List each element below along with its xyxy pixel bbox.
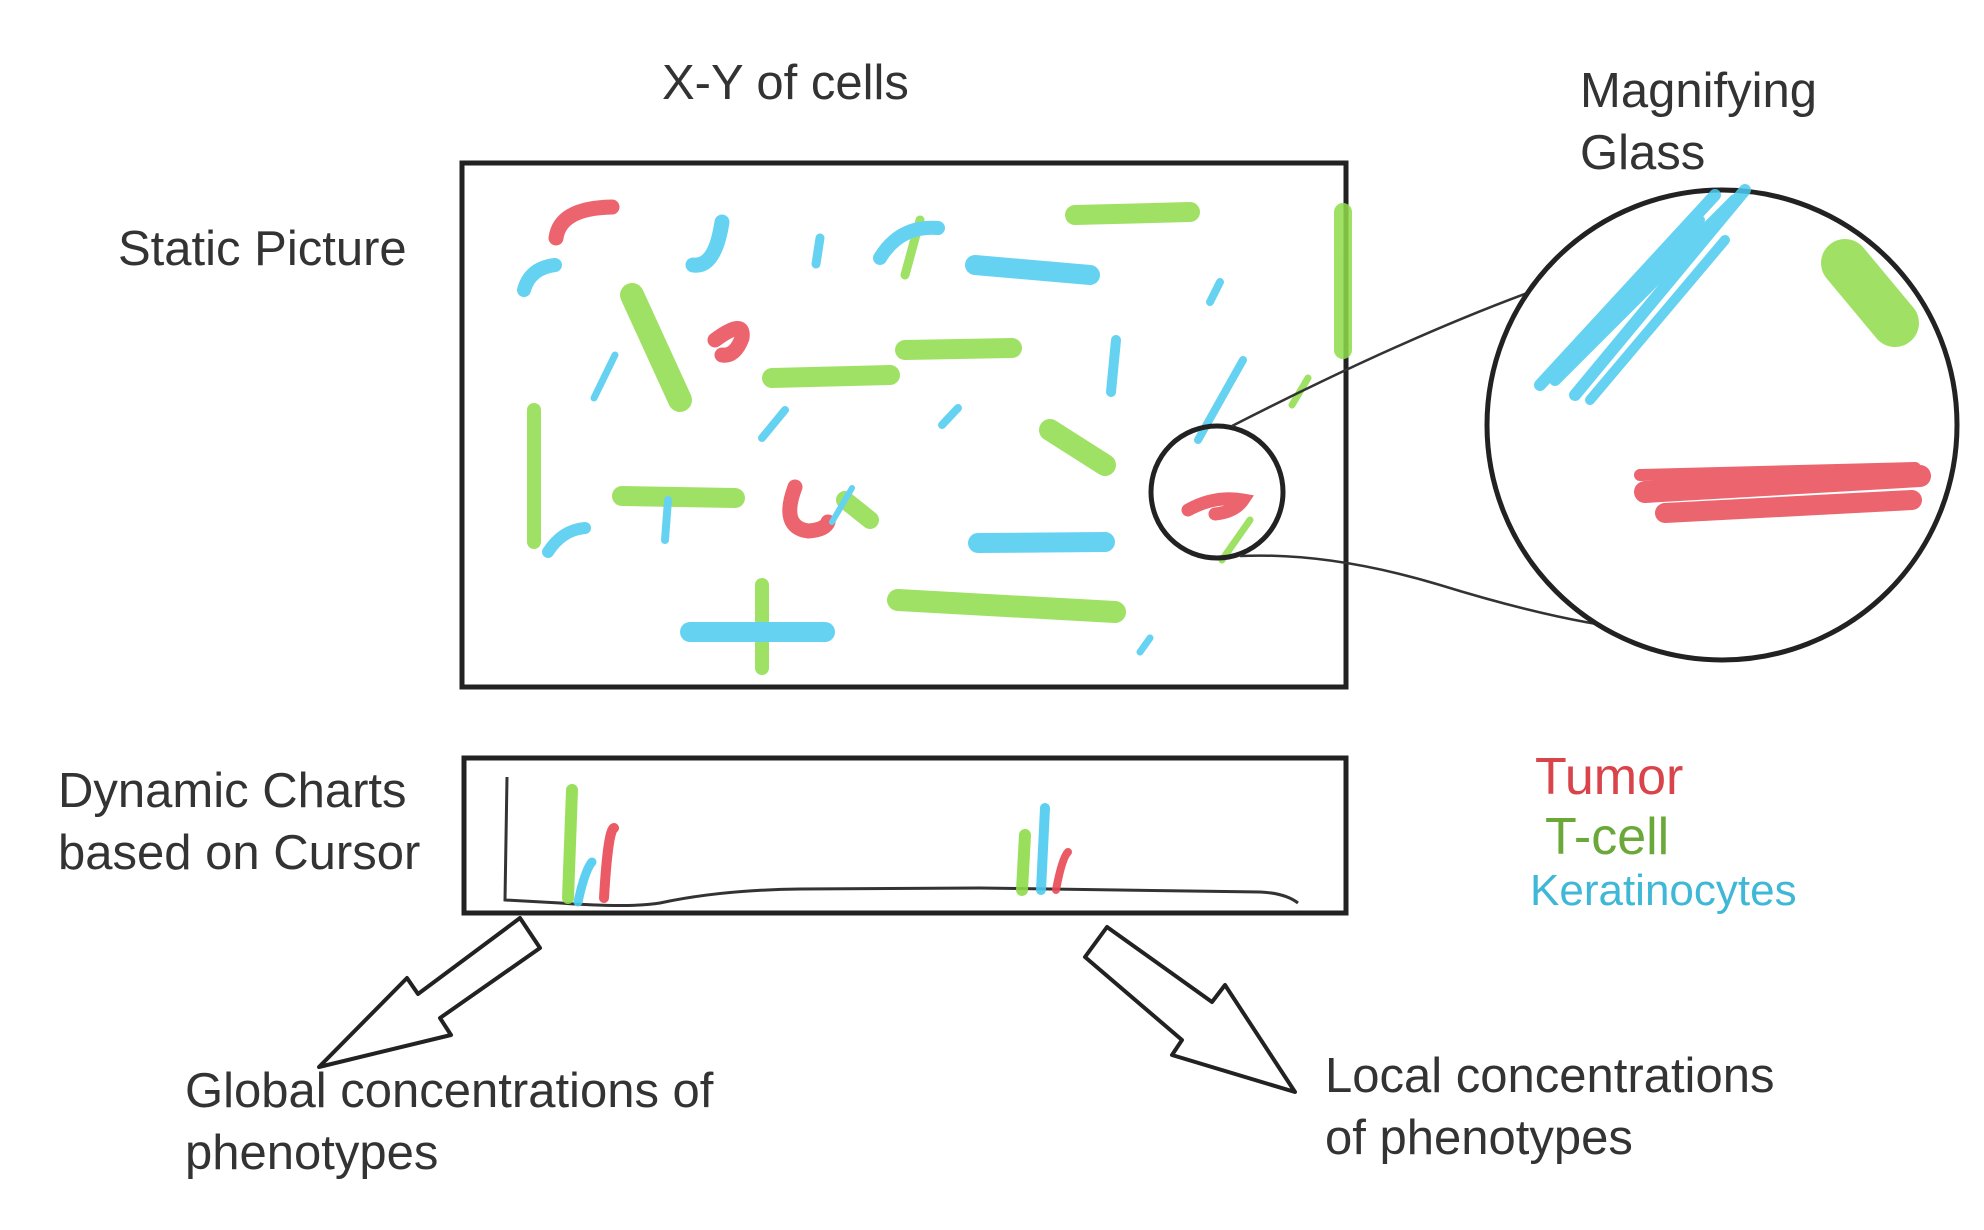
- tcell-cell: [1065, 202, 1200, 225]
- global-arrow: [317, 916, 542, 1069]
- tcell-cell: [895, 338, 1022, 360]
- magnifier-label: Magnifying Glass: [1580, 64, 1817, 180]
- tcell-cell: [1218, 516, 1254, 564]
- magnifier-circle: [1484, 187, 1960, 663]
- magnified-tcell: [1821, 239, 1919, 347]
- keratinocyte-cell: [758, 406, 789, 442]
- tcell-cell: [1039, 419, 1116, 476]
- keratinocyte-cell: [965, 255, 1100, 285]
- keratinocyte-cell: [873, 220, 945, 265]
- keratinocyte-cell: [1136, 634, 1154, 656]
- legend-keratinocytes: Keratinocytes: [1530, 866, 1797, 915]
- local-arrow: [1083, 925, 1297, 1094]
- keratinocyte-cell: [542, 522, 591, 558]
- keratinocyte-cell: [590, 351, 619, 402]
- local-concentrations-label: Local concentrations of phenotypes: [1325, 1049, 1775, 1165]
- tumor-cell: [707, 321, 750, 363]
- static-picture-frame: [459, 160, 1349, 690]
- tcell-cell: [762, 365, 900, 388]
- magnified-keratinocyte: [1560, 215, 1705, 370]
- magnified-keratinocyte: [1569, 184, 1751, 401]
- chart-spikes: [562, 784, 1072, 907]
- dynamic-chart-frame: [461, 755, 1349, 916]
- keratinocyte-cell: [811, 233, 825, 269]
- chart-spike-tcell: [1016, 829, 1031, 896]
- keratinocyte-cell: [685, 214, 730, 273]
- chart-spike-keratinocyte: [573, 857, 597, 907]
- magnified-cells: [1534, 184, 1931, 523]
- cursor-circle: [1148, 423, 1286, 561]
- chart-spike-tcell: [562, 784, 578, 904]
- chart-spike-tumor: [599, 823, 619, 903]
- chart-axis: [503, 776, 1299, 907]
- magnified-keratinocyte: [1585, 235, 1730, 405]
- keratinocyte-cell: [968, 532, 1115, 553]
- global-concentrations-label: Global concentrations of phenotypes: [185, 1064, 714, 1180]
- legend-tcell: T-cell: [1545, 808, 1670, 866]
- keratinocyte-cell: [1106, 335, 1121, 397]
- keratinocyte-cell: [661, 496, 672, 544]
- tcell-cell: [612, 486, 745, 508]
- diagram-title: X-Y of cells: [662, 56, 909, 110]
- tumor-cell: [782, 479, 836, 539]
- tumor-cell: [548, 199, 620, 246]
- magnified-tumor: [1655, 490, 1922, 523]
- tcell-cell: [887, 589, 1126, 623]
- legend-tumor: Tumor: [1535, 748, 1684, 806]
- cell-strokes: [517, 199, 1352, 675]
- keratinocyte-cell: [1206, 278, 1224, 306]
- dynamic-charts-label: Dynamic Charts based on Cursor: [58, 764, 421, 880]
- static-picture-label: Static Picture: [118, 222, 407, 276]
- tumor-cell: [1181, 492, 1254, 521]
- keratinocyte-cell: [829, 485, 855, 525]
- tcell-cell: [836, 491, 879, 529]
- chart-spike-keratinocyte: [1036, 803, 1050, 895]
- magnified-tumor: [1634, 462, 1921, 481]
- keratinocyte-cell: [517, 258, 562, 297]
- keratinocyte-cell: [938, 404, 962, 429]
- chart-spike-tumor: [1052, 848, 1072, 894]
- tcell-cell: [620, 283, 692, 412]
- magnified-tumor: [1634, 465, 1931, 503]
